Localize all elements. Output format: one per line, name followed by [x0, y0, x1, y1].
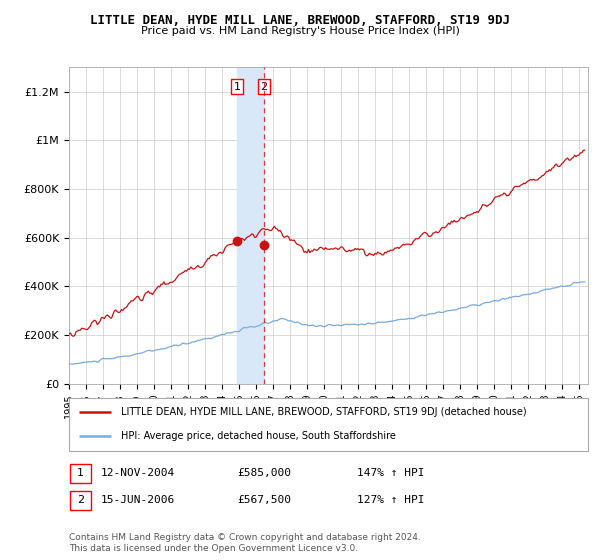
- Text: LITTLE DEAN, HYDE MILL LANE, BREWOOD, STAFFORD, ST19 9DJ: LITTLE DEAN, HYDE MILL LANE, BREWOOD, ST…: [90, 14, 510, 27]
- Text: 12-NOV-2004: 12-NOV-2004: [101, 468, 175, 478]
- Text: £585,000: £585,000: [237, 468, 291, 478]
- Text: LITTLE DEAN, HYDE MILL LANE, BREWOOD, STAFFORD, ST19 9DJ (detached house): LITTLE DEAN, HYDE MILL LANE, BREWOOD, ST…: [121, 407, 527, 417]
- Bar: [237, 67, 264, 384]
- Text: 1: 1: [233, 82, 241, 92]
- Text: 127% ↑ HPI: 127% ↑ HPI: [357, 495, 425, 505]
- Text: HPI: Average price, detached house, South Staffordshire: HPI: Average price, detached house, Sout…: [121, 431, 396, 441]
- Text: 2: 2: [260, 82, 268, 92]
- Text: Price paid vs. HM Land Registry's House Price Index (HPI): Price paid vs. HM Land Registry's House …: [140, 26, 460, 36]
- Text: £567,500: £567,500: [237, 495, 291, 505]
- Text: 1: 1: [77, 468, 84, 478]
- Text: Contains HM Land Registry data © Crown copyright and database right 2024.
This d: Contains HM Land Registry data © Crown c…: [69, 533, 421, 553]
- Text: 2: 2: [77, 495, 84, 505]
- Text: 15-JUN-2006: 15-JUN-2006: [101, 495, 175, 505]
- Text: 147% ↑ HPI: 147% ↑ HPI: [357, 468, 425, 478]
